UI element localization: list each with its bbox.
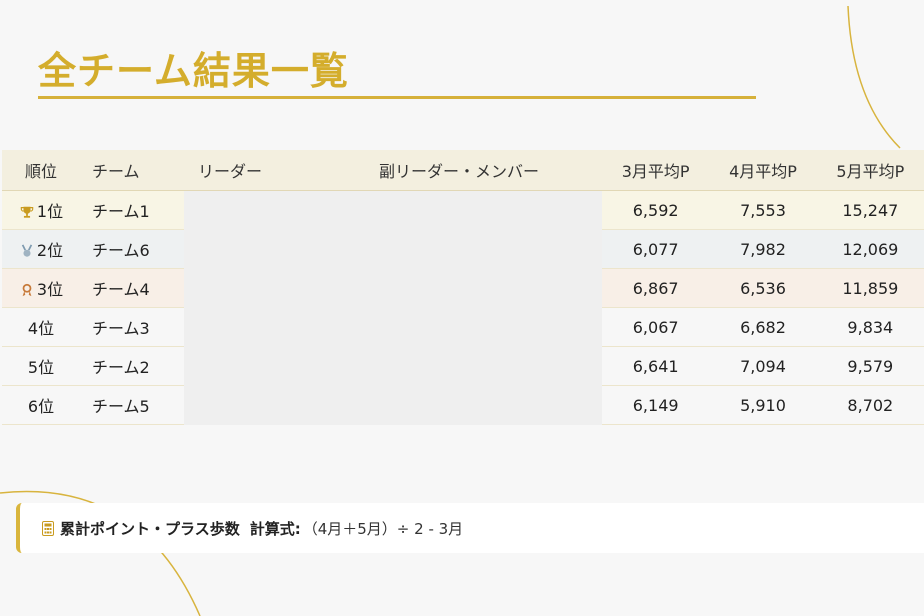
rank-label: 6位: [27, 397, 55, 416]
title-underline: [38, 96, 756, 99]
header-april: 4月平均P: [709, 150, 817, 191]
may-cell: 9,834: [816, 307, 924, 347]
rank-cell: 1位: [2, 190, 80, 230]
team-cell: チーム2: [80, 346, 184, 386]
header-members: 副リーダー・メンバー: [316, 150, 602, 191]
may-cell: 15,247: [816, 190, 924, 230]
redacted-members-area: [184, 190, 602, 425]
formula-label: 計算式:: [249, 519, 301, 538]
table-row: 5位 チーム2 6,641 7,094 9,579: [2, 346, 924, 386]
table-row: 6位 チーム5 6,149 5,910 8,702: [2, 385, 924, 425]
rank-cell: 2位: [2, 229, 80, 269]
march-cell: 6,067: [602, 307, 710, 347]
header-team: チーム: [80, 150, 184, 191]
formula-note: 累計ポイント・プラス歩数 計算式: （4月＋5月）÷ 2 - 3月: [16, 503, 924, 553]
table-row: 4位 チーム3 6,067 6,682 9,834: [2, 307, 924, 347]
table-row: 2位 チーム6 6,077 7,982 12,069: [2, 229, 924, 269]
silver-medal-icon: [21, 244, 33, 257]
rank-cell: 6位: [2, 385, 80, 425]
team-cell: チーム5: [80, 385, 184, 425]
results-table: 順位 チーム リーダー 副リーダー・メンバー 3月平均P 4月平均P 5月平均P…: [2, 150, 924, 425]
cumulative-points-label: 累計ポイント・プラス歩数: [60, 519, 240, 538]
rank-cell: 3位: [2, 268, 80, 308]
rank-label: 2位: [36, 241, 64, 260]
team-cell: チーム1: [80, 190, 184, 230]
march-cell: 6,641: [602, 346, 710, 386]
bronze-medal-icon: [22, 283, 32, 297]
rank-label: 5位: [27, 358, 55, 377]
may-cell: 8,702: [816, 385, 924, 425]
march-cell: 6,867: [602, 268, 710, 308]
april-cell: 7,094: [709, 346, 817, 386]
may-cell: 9,579: [816, 346, 924, 386]
rank-label: 1位: [36, 202, 64, 221]
april-cell: 7,553: [709, 190, 817, 230]
march-cell: 6,077: [602, 229, 710, 269]
rank-label: 4位: [27, 319, 55, 338]
page-title: 全チーム結果一覧: [38, 49, 349, 93]
march-cell: 6,149: [602, 385, 710, 425]
team-cell: チーム6: [80, 229, 184, 269]
april-cell: 7,982: [709, 229, 817, 269]
rank-label: 3位: [36, 280, 64, 299]
may-cell: 11,859: [816, 268, 924, 308]
april-cell: 5,910: [709, 385, 817, 425]
header-may: 5月平均P: [816, 150, 924, 191]
trophy-icon: [20, 206, 34, 218]
header-march: 3月平均P: [602, 150, 710, 191]
march-cell: 6,592: [602, 190, 710, 230]
april-cell: 6,682: [709, 307, 817, 347]
formula-text: （4月＋5月）÷ 2 - 3月: [302, 519, 464, 538]
rank-cell: 4位: [2, 307, 80, 347]
april-cell: 6,536: [709, 268, 817, 308]
calculator-icon: [42, 520, 54, 536]
team-cell: チーム3: [80, 307, 184, 347]
header-leader: リーダー: [184, 150, 316, 191]
rank-cell: 5位: [2, 346, 80, 386]
table-row: 3位 チーム4 6,867 6,536 11,859: [2, 268, 924, 308]
team-cell: チーム4: [80, 268, 184, 308]
table-row: 1位 チーム1 6,592 7,553 15,247: [2, 190, 924, 425]
table-header-row: 順位 チーム リーダー 副リーダー・メンバー 3月平均P 4月平均P 5月平均P: [2, 150, 924, 191]
may-cell: 12,069: [816, 229, 924, 269]
header-rank: 順位: [2, 150, 80, 191]
